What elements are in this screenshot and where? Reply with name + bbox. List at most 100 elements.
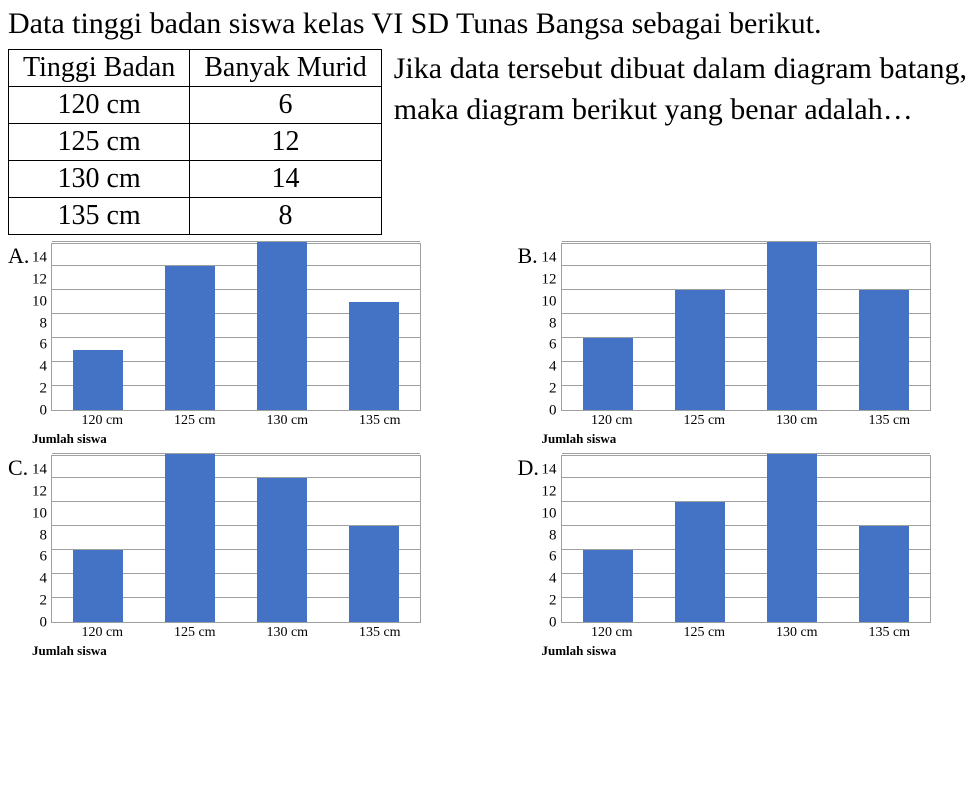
- x-tick-label: 135 cm: [868, 625, 910, 641]
- chart-option: A.14121086420120 cm125 cm130 cm135 cmJum…: [8, 243, 458, 447]
- y-tick-label: 4: [542, 360, 557, 375]
- chart-wrap: 14121086420120 cm125 cm130 cm135 cmJumla…: [32, 455, 426, 659]
- charts-grid: A.14121086420120 cm125 cm130 cm135 cmJum…: [8, 243, 967, 659]
- table-cell: 120 cm: [9, 87, 190, 124]
- x-tick-label: 120 cm: [81, 413, 123, 429]
- bar: [859, 290, 909, 410]
- y-tick-label: 10: [32, 506, 47, 521]
- axis-title: Jumlah siswa: [542, 643, 936, 659]
- x-axis-labels: 120 cm125 cm130 cm135 cm: [566, 625, 936, 641]
- bar: [675, 290, 725, 410]
- y-tick-label: 8: [542, 528, 557, 543]
- chart-area: 14121086420: [32, 455, 426, 623]
- chart-area: 14121086420: [542, 243, 936, 411]
- y-tick-label: 6: [32, 338, 47, 353]
- table-header: Tinggi Badan: [9, 50, 190, 87]
- table-header: Banyak Murid: [190, 50, 382, 87]
- y-tick-label: 14: [32, 463, 47, 478]
- option-letter: B.: [518, 243, 542, 269]
- x-tick-label: 135 cm: [359, 625, 401, 641]
- table-cell: 8: [190, 198, 382, 235]
- bars-container: [562, 456, 930, 622]
- y-axis: 14121086420: [542, 243, 561, 411]
- table-row: 120 cm6: [9, 87, 382, 124]
- y-tick-label: 14: [32, 251, 47, 266]
- x-tick-label: 125 cm: [683, 413, 725, 429]
- intro-text: Data tinggi badan siswa kelas VI SD Tuna…: [8, 4, 967, 43]
- x-tick-label: 130 cm: [776, 625, 818, 641]
- y-tick-label: 12: [542, 272, 557, 287]
- y-tick-label: 4: [542, 572, 557, 587]
- option-letter: A.: [8, 243, 32, 269]
- table-cell: 135 cm: [9, 198, 190, 235]
- y-tick-label: 8: [32, 316, 47, 331]
- x-axis-labels: 120 cm125 cm130 cm135 cm: [56, 625, 426, 641]
- y-axis: 14121086420: [32, 243, 51, 411]
- bar: [583, 550, 633, 622]
- y-tick-label: 4: [32, 572, 47, 587]
- y-tick-label: 8: [32, 528, 47, 543]
- x-tick-label: 130 cm: [266, 413, 308, 429]
- y-tick-label: 10: [542, 506, 557, 521]
- x-tick-label: 130 cm: [776, 413, 818, 429]
- bar: [859, 526, 909, 622]
- option-letter: C.: [8, 455, 32, 481]
- gridline: [52, 453, 420, 454]
- x-tick-label: 125 cm: [174, 413, 216, 429]
- y-tick-label: 10: [542, 294, 557, 309]
- y-tick-label: 6: [542, 550, 557, 565]
- table-cell: 12: [190, 124, 382, 161]
- y-tick-label: 2: [32, 594, 47, 609]
- bar: [349, 526, 399, 622]
- bar: [767, 454, 817, 622]
- chart-option: B.14121086420120 cm125 cm130 cm135 cmJum…: [518, 243, 968, 447]
- chart-area: 14121086420: [542, 455, 936, 623]
- table-row: 125 cm12: [9, 124, 382, 161]
- y-tick-label: 0: [542, 403, 557, 418]
- gridline: [562, 241, 930, 242]
- table-cell: 125 cm: [9, 124, 190, 161]
- x-axis-labels: 120 cm125 cm130 cm135 cm: [566, 413, 936, 429]
- bar: [767, 242, 817, 410]
- x-tick-label: 120 cm: [81, 625, 123, 641]
- gridline: [562, 453, 930, 454]
- bar: [257, 242, 307, 410]
- y-tick-label: 0: [542, 615, 557, 630]
- chart-area: 14121086420: [32, 243, 426, 411]
- data-table: Tinggi Badan Banyak Murid 120 cm6125 cm1…: [8, 49, 382, 235]
- y-tick-label: 12: [542, 484, 557, 499]
- bar: [257, 478, 307, 622]
- bars-container: [52, 244, 420, 410]
- x-tick-label: 120 cm: [591, 413, 633, 429]
- y-tick-label: 10: [32, 294, 47, 309]
- y-tick-label: 0: [32, 615, 47, 630]
- option-letter: D.: [518, 455, 542, 481]
- y-tick-label: 2: [542, 594, 557, 609]
- question-text: Jika data tersebut dibuat dalam diagram …: [394, 49, 967, 130]
- y-axis: 14121086420: [32, 455, 51, 623]
- chart-plot: [51, 243, 421, 411]
- y-tick-label: 6: [542, 338, 557, 353]
- bar: [349, 302, 399, 410]
- bar: [165, 454, 215, 622]
- bars-container: [562, 244, 930, 410]
- x-tick-label: 135 cm: [359, 413, 401, 429]
- y-axis: 14121086420: [542, 455, 561, 623]
- bar: [675, 502, 725, 622]
- chart-wrap: 14121086420120 cm125 cm130 cm135 cmJumla…: [32, 243, 426, 447]
- y-tick-label: 14: [542, 251, 557, 266]
- x-axis-labels: 120 cm 125 cm 130 cm 135 cm: [56, 413, 426, 429]
- chart-plot: [51, 455, 421, 623]
- y-tick-label: 2: [542, 382, 557, 397]
- bar: [583, 338, 633, 410]
- bar: [165, 266, 215, 410]
- chart-plot: [561, 455, 931, 623]
- x-tick-label: 120 cm: [591, 625, 633, 641]
- table-cell: 6: [190, 87, 382, 124]
- table-cell: 130 cm: [9, 161, 190, 198]
- y-tick-label: 14: [542, 463, 557, 478]
- axis-title: Jumlah siswa: [32, 431, 426, 447]
- axis-title: Jumlah siswa: [542, 431, 936, 447]
- chart-option: C.14121086420120 cm125 cm130 cm135 cmJum…: [8, 455, 458, 659]
- chart-plot: [561, 243, 931, 411]
